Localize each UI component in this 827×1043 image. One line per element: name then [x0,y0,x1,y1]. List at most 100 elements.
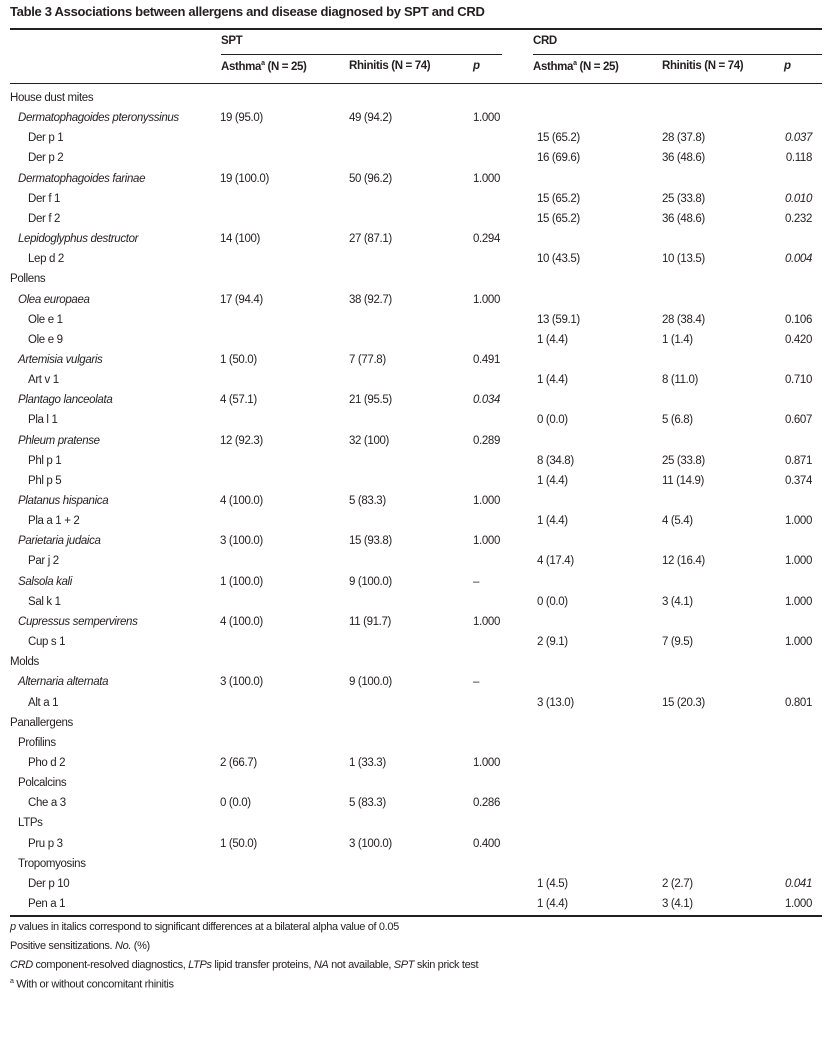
spt-asthma-value: 3 (100.0) [220,535,263,548]
table-row: Ole e 9 1 (4.4) 1 (1.4) 0.420 [0,330,827,350]
table-row: Der f 2 15 (65.2) 36 (48.6) 0.232 [0,209,827,229]
footnote-units: Positive sensitizations. No. (%) [10,940,150,952]
allergen-label: Phl p 5 [28,474,62,487]
allergen-label: Alt a 1 [28,696,59,709]
spt-p-value: 1.000 [473,615,501,628]
allergen-label: Cup s 1 [28,636,66,649]
crd-asthma-value: 4 (17.4) [537,555,574,568]
spt-asthma-value: 4 (100.0) [220,495,263,507]
spt-rhinitis-value: 49 (94.2) [349,112,392,125]
spt-asthma-value: 14 (100) [220,233,261,246]
spt-asthma-value: 17 (94.4) [220,293,263,306]
fn-text: lipid transfer proteins, [211,959,314,971]
allergen-label: Der f 2 [28,212,61,225]
fn-text: Positive sensitizations. [10,940,115,952]
table-row: Pen a 1 1 (4.4) 3 (4.1) 1.000 [0,894,827,914]
spt-p-value: 0.491 [473,353,501,366]
crd-asthma-value: 16 (69.6) [537,152,580,165]
crd-asthma-value: 15 (65.2) [537,132,580,145]
spt-rhinitis-value: 3 (100.0) [349,837,392,850]
allergen-label: Sal k 1 [28,595,61,608]
spt-rhinitis-value: 5 (83.3) [349,495,386,507]
spt-p-value: 0.400 [473,837,501,850]
spt-rhinitis-value: 50 (96.2) [349,172,392,185]
crd-p-value: 0.004 [784,253,812,266]
asthma-n: (N = 25) [576,60,619,73]
table-row: Phleum pratense 12 (92.3) 32 (100) 0.289 [0,431,827,451]
allergen-label: Der f 1 [28,192,61,205]
spt-asthma-value: 19 (95.0) [220,112,263,125]
spt-rhinitis-value: 7 (77.8) [349,353,386,366]
table-row: Cup s 1 2 (9.1) 7 (9.5) 1.000 [0,632,827,652]
spt-rhinitis-value: 32 (100) [349,434,390,447]
spt-p-value: 1.000 [473,293,501,306]
table-row: Alternaria alternata 3 (100.0) 9 (100.0) – [0,672,827,692]
crd-asthma-value: 13 (59.1) [537,313,580,326]
crd-rhinitis-value: 15 (20.3) [662,696,705,709]
table-row: Pla a 1 + 2 1 (4.4) 4 (5.4) 1.000 [0,511,827,531]
fn-text: No. [114,940,132,952]
allergen-label: Art v 1 [28,374,59,387]
spt-p-value: – [473,676,480,689]
allergen-label: Par j 2 [28,555,59,568]
table-row: Cupressus sempervirens 4 (100.0) 11 (91.7)… [0,612,827,632]
spt-asthma-value: 4 (57.1) [220,394,257,407]
crd-asthma-value: 0 (0.0) [537,595,568,608]
fn-text: component-resolved diagnostics, [32,959,189,971]
allergen-label: Lepidoglyphus destructor [18,233,139,246]
spt-p-value: 1.000 [473,172,501,185]
crd-rhinitis-value: 11 (14.9) [662,474,705,487]
allergen-label: Cupressus sempervirens [18,615,138,628]
crd-asthma-value: 15 (65.2) [537,192,580,205]
spt-rhinitis-value: 5 (83.3) [349,797,386,810]
crd-p-value: 1.000 [784,515,812,528]
crd-rhinitis-value: 5 (6.8) [662,414,693,427]
fn-text: SPT [393,959,415,971]
crd-rhinitis-value: 3 (4.1) [662,595,693,608]
table-row: Pru p 3 1 (50.0) 3 (100.0) 0.400 [0,834,827,854]
table-row: Der p 10 1 (4.5) 2 (2.7) 0.041 [0,874,827,894]
asthma-label: Asthma [221,60,262,73]
table-row: Artemisia vulgaris 1 (50.0) 7 (77.8) 0.491 [0,350,827,370]
table-row: Polcalcins [0,773,827,793]
table-row: Molds [0,652,827,672]
footnote-abbreviations: CRD component-resolved diagnostics, LTPs… [10,959,479,971]
crd-asthma-value: 1 (4.4) [537,474,568,487]
category-label: Pollens [10,273,46,286]
spt-asthma-value: 4 (100.0) [220,615,263,628]
spt-p-value: 1.000 [473,535,501,548]
crd-asthma-value: 0 (0.0) [537,414,568,427]
table-row: Panallergens [0,713,827,733]
crd-asthma-value: 15 (65.2) [537,212,580,225]
spt-rhinitis-value: 21 (95.5) [349,394,392,407]
allergen-label: Ole e 1 [28,313,63,326]
table-row: LTPs [0,813,827,833]
crd-p-value: 0.118 [785,152,813,165]
allergen-label: Lep d 2 [28,253,64,266]
spt-p-value: 0.286 [473,797,501,810]
crd-asthma-value: 2 (9.1) [537,636,568,649]
crd-rhinitis-value: 12 (16.4) [662,555,705,568]
crd-asthma-value: 1 (4.4) [537,333,568,346]
asthma-label: Asthma [533,60,574,73]
crd-p-value: 0.374 [784,474,812,487]
table-row: Olea europaea 17 (94.4) 38 (92.7) 1.000 [0,290,827,310]
spt-asthma-value: 3 (100.0) [220,676,263,689]
spt-rhinitis-value: 11 (91.7) [349,615,392,628]
allergen-label: Dermatophagoides pteronyssinus [18,112,179,125]
crd-p-value: 1.000 [784,555,812,568]
header-rule [10,83,822,84]
spt-p-header: p [473,60,480,72]
allergen-label: Der p 1 [28,132,64,145]
allergen-label: Dermatophagoides farinae [18,172,146,185]
fn-text: (%) [131,940,150,952]
table-row: Platanus hispanica 4 (100.0) 5 (83.3) 1.000 [0,491,827,511]
table-title: Table 3 Associations between allergens a… [10,4,485,19]
spt-rhinitis-value: 9 (100.0) [349,676,392,689]
allergen-label: Profilins [18,736,56,749]
allergen-label: Parietaria judaica [18,535,101,548]
fn-text: LTPs [188,959,212,971]
spt-rhinitis-value: 38 (92.7) [349,293,392,306]
crd-rhinitis-value: 1 (1.4) [662,333,693,346]
crd-p-value: 0.871 [784,454,812,467]
